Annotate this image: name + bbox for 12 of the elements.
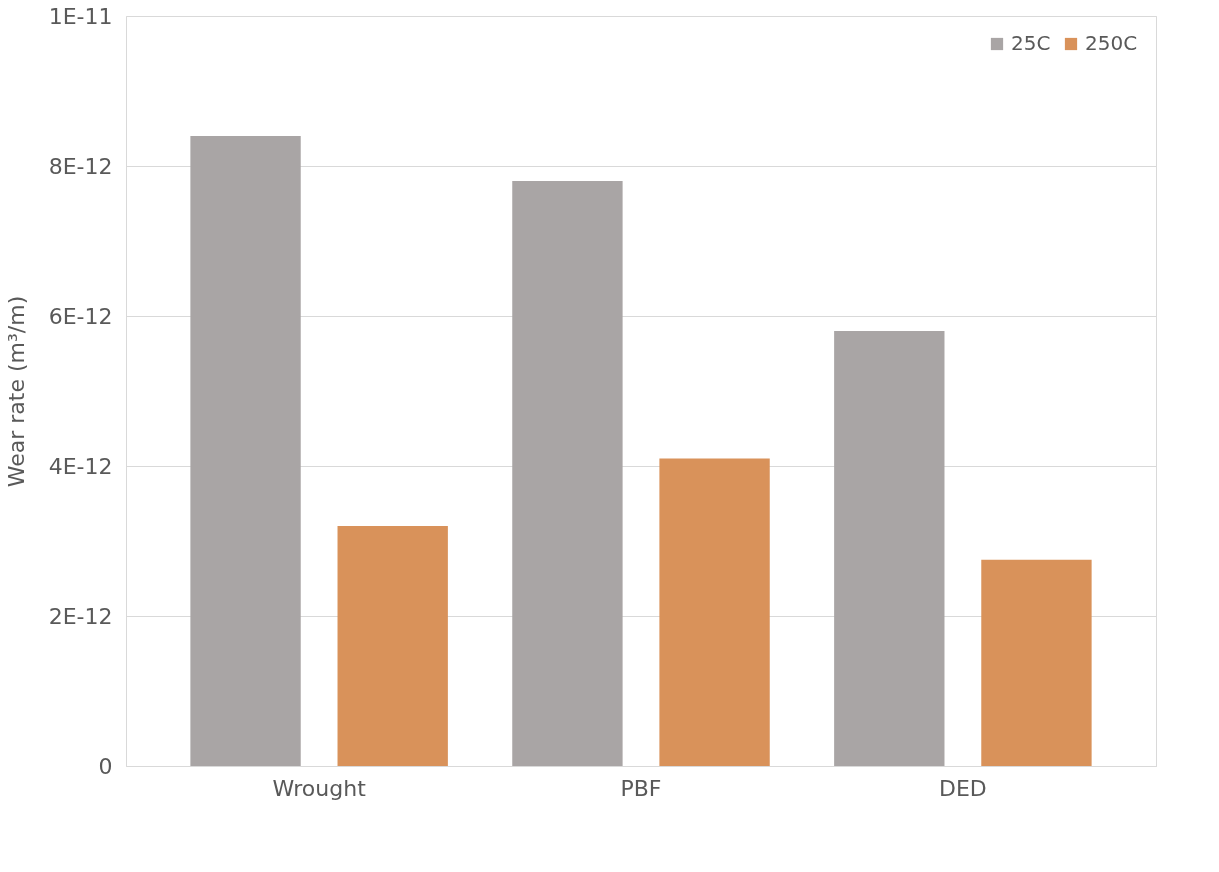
y-axis-title: Wear rate (m³/m) (3, 295, 29, 488)
y-tick-label: 4E-12 (48, 453, 113, 479)
legend-label: 250C (1085, 31, 1138, 55)
x-tick-label: DED (938, 775, 987, 801)
y-tick-label: 6E-12 (48, 303, 113, 329)
y-tick-label: 8E-12 (48, 153, 113, 179)
x-tick-label: PBF (620, 775, 662, 801)
y-tick-label: 1E-11 (48, 3, 113, 29)
y-tick-label: 2E-12 (48, 603, 113, 629)
x-tick-label: Wrought (272, 775, 367, 801)
y-tick-label: 0 (98, 753, 113, 779)
legend-label: 25C (1011, 31, 1051, 55)
